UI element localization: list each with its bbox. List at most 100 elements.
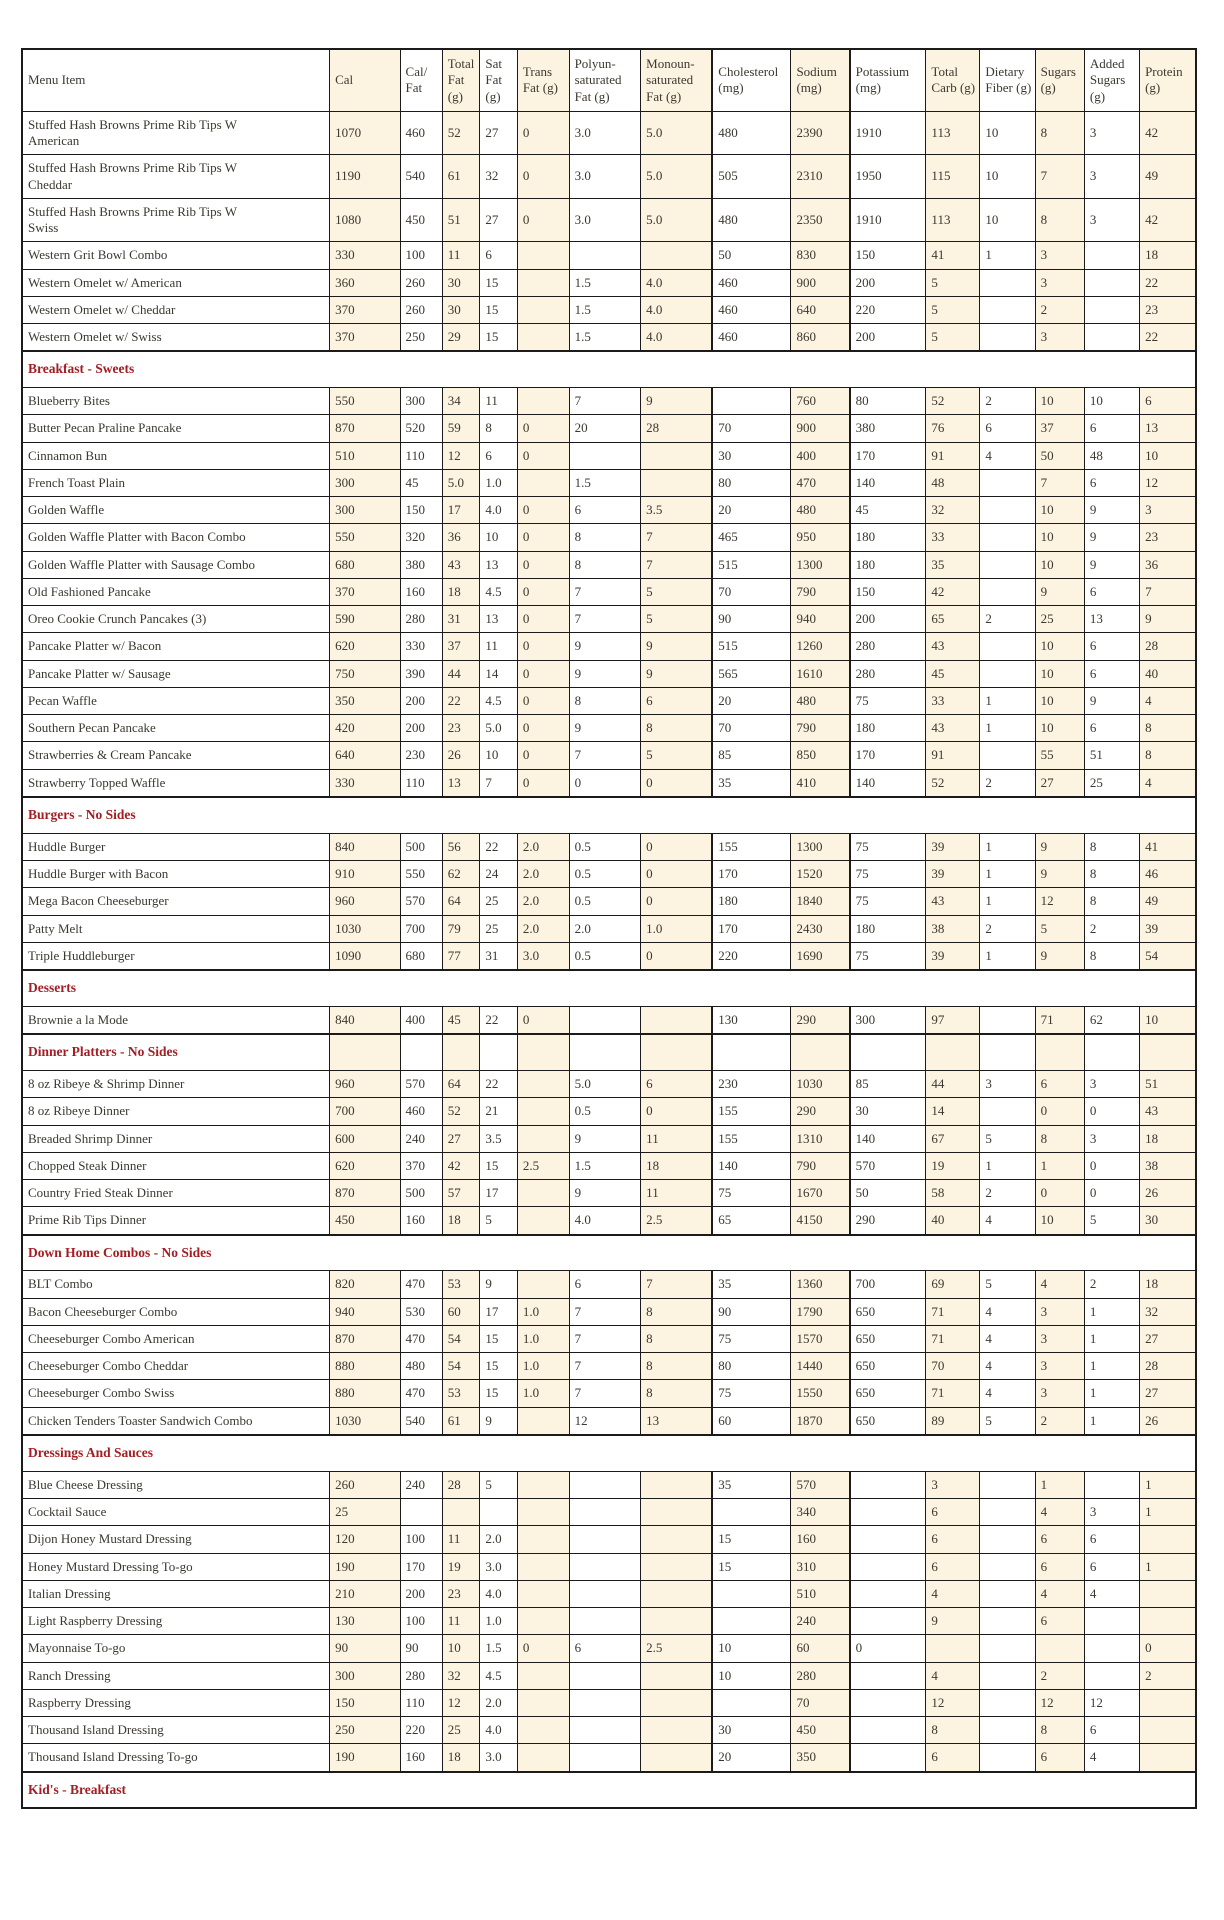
cell-cal_fat <box>399 1497 443 1527</box>
cell-added_sugars: 3 <box>1083 1124 1141 1153</box>
cell-total_carb: 113 <box>925 110 981 156</box>
menu-item-name: Mega Bacon Cheeseburger <box>21 887 331 916</box>
cell-sodium: 640 <box>790 295 851 325</box>
menu-item-name-text: Ranch Dressing <box>28 1667 111 1683</box>
cell-cholesterol <box>711 1688 792 1718</box>
cell-monounsaturated_fat: 8 <box>640 1324 713 1354</box>
cell-total_fat: 30 <box>441 268 481 297</box>
cell-sugars: 3 <box>1034 1379 1085 1408</box>
cell-added_sugars: 6 <box>1083 414 1141 443</box>
cell-sodium: 450 <box>790 1715 851 1745</box>
cell-total_carb: 39 <box>925 859 981 889</box>
cell-sodium: 900 <box>790 414 851 443</box>
menu-item-name: 8 oz Ribeye Dinner <box>21 1097 331 1126</box>
cell-total_carb: 19 <box>925 1151 981 1181</box>
cell-sat_fat <box>479 1497 518 1527</box>
cell-dietary_fiber: 1 <box>979 832 1036 862</box>
cell-cal: 590 <box>329 605 401 634</box>
cell-total_carb: 6 <box>925 1525 981 1554</box>
cell-monounsaturated_fat: 0 <box>640 1097 713 1126</box>
cell-total_carb: 43 <box>925 887 981 916</box>
cell-added_sugars: 0 <box>1083 1097 1141 1126</box>
menu-item-name-text: Stuffed Hash Browns Prime Rib Tips W Che… <box>28 160 237 192</box>
header-row: Menu Item Cal Cal/ Fat Total Fat (g) Sat Fat… <box>21 48 1197 112</box>
cell-added_sugars: 51 <box>1083 741 1141 770</box>
cell-cal_fat: 260 <box>399 295 443 325</box>
cell-trans_fat <box>516 1470 570 1500</box>
cell-total_fat: 61 <box>441 154 481 199</box>
cell-monounsaturated_fat: 4.0 <box>640 295 713 325</box>
cell-added_sugars: 8 <box>1083 859 1141 889</box>
cell-protein: 42 <box>1139 110 1197 156</box>
cell-sat_fat: 9 <box>479 1406 518 1436</box>
menu-item-name-text: Stuffed Hash Browns Prime Rib Tips W Swi… <box>28 203 237 235</box>
cell-cal_fat: 450 <box>399 197 443 243</box>
cell-dietary_fiber <box>979 468 1036 498</box>
cell-sat_fat: 13 <box>479 550 518 579</box>
cell-cal: 190 <box>329 1552 401 1581</box>
cell-total_carb: 6 <box>925 1497 981 1527</box>
cell-dietary_fiber: 1 <box>979 887 1036 916</box>
cell-trans_fat: 1.0 <box>516 1379 570 1408</box>
cell-total_carb: 33 <box>925 523 981 552</box>
cell-cal: 640 <box>329 741 401 770</box>
menu-item-name-text: Patty Melt <box>28 920 83 936</box>
cell-total_fat: 62 <box>441 859 481 889</box>
cell-potassium <box>848 1661 927 1690</box>
cell-cholesterol: 460 <box>711 295 792 325</box>
cell-protein: 18 <box>1139 241 1197 270</box>
menu-item-name: Honey Mustard Dressing To-go <box>21 1552 331 1581</box>
cell-added_sugars: 6 <box>1083 659 1141 688</box>
cell-added_sugars: 6 <box>1083 1715 1141 1745</box>
cell-dietary_fiber <box>979 1579 1036 1609</box>
cell-monounsaturated_fat: 8 <box>640 1352 713 1381</box>
cell-cal_fat: 110 <box>399 441 443 470</box>
section-title: Breakfast - Sweets <box>21 350 1197 389</box>
cell-total_fat: 18 <box>441 1743 481 1772</box>
cell-protein <box>1139 1743 1197 1772</box>
cell-cal: 25 <box>329 1497 401 1527</box>
cell-cholesterol: 460 <box>711 323 792 352</box>
cell-sat_fat: 3.0 <box>479 1552 518 1581</box>
cell-cal: 680 <box>329 550 401 579</box>
menu-item-name: Southern Pecan Pancake <box>21 714 331 743</box>
menu-item-name-text: Honey Mustard Dressing To-go <box>28 1558 193 1574</box>
menu-item-name-text: 8 oz Ribeye Dinner <box>28 1103 130 1119</box>
cell-cal_fat: 90 <box>399 1634 443 1663</box>
cell-protein: 26 <box>1139 1178 1197 1208</box>
cell-cholesterol: 35 <box>711 1270 792 1299</box>
cell-cal: 1190 <box>329 154 401 199</box>
cell-cal_fat: 160 <box>399 577 443 607</box>
menu-item-row: Cocktail Sauce 25 340 6 4 3 1 <box>21 1497 1197 1527</box>
cell-sodium: 70 <box>790 1688 851 1718</box>
empty-cell <box>1083 1033 1141 1072</box>
cell-sodium: 1840 <box>790 887 851 916</box>
cell-sat_fat: 22 <box>479 1069 518 1099</box>
cell-potassium: 180 <box>848 914 927 943</box>
cell-protein <box>1139 1606 1197 1636</box>
cell-monounsaturated_fat: 2.5 <box>640 1206 713 1235</box>
cell-potassium: 75 <box>848 859 927 889</box>
cell-cholesterol: 155 <box>711 1097 792 1126</box>
cell-total_carb: 43 <box>925 714 981 743</box>
cell-cholesterol: 220 <box>711 941 792 971</box>
cell-sat_fat: 13 <box>479 605 518 634</box>
cell-cal_fat: 240 <box>399 1470 443 1500</box>
cell-monounsaturated_fat: 9 <box>640 387 713 416</box>
cell-polyunsaturated_fat <box>568 1661 642 1690</box>
cell-total_fat: 53 <box>441 1379 481 1408</box>
cell-sugars: 9 <box>1034 859 1085 889</box>
cell-total_fat: 54 <box>441 1352 481 1381</box>
cell-dietary_fiber <box>979 1552 1036 1581</box>
cell-polyunsaturated_fat: 0.5 <box>568 887 642 916</box>
cell-monounsaturated_fat: 0 <box>640 941 713 971</box>
cell-sugars: 2 <box>1034 1406 1085 1436</box>
menu-item-row: Pancake Platter w/ Sausage 750 390 44 14 0 9 9 5… <box>21 659 1197 688</box>
cell-protein: 10 <box>1139 441 1197 470</box>
cell-sodium: 1690 <box>790 941 851 971</box>
cell-cal: 250 <box>329 1715 401 1745</box>
cell-total_carb: 70 <box>925 1352 981 1381</box>
cell-polyunsaturated_fat: 1.5 <box>568 323 642 352</box>
menu-item-name: Western Grit Bowl Combo <box>21 241 331 270</box>
column-header-protein: Protein (g) <box>1139 48 1197 112</box>
